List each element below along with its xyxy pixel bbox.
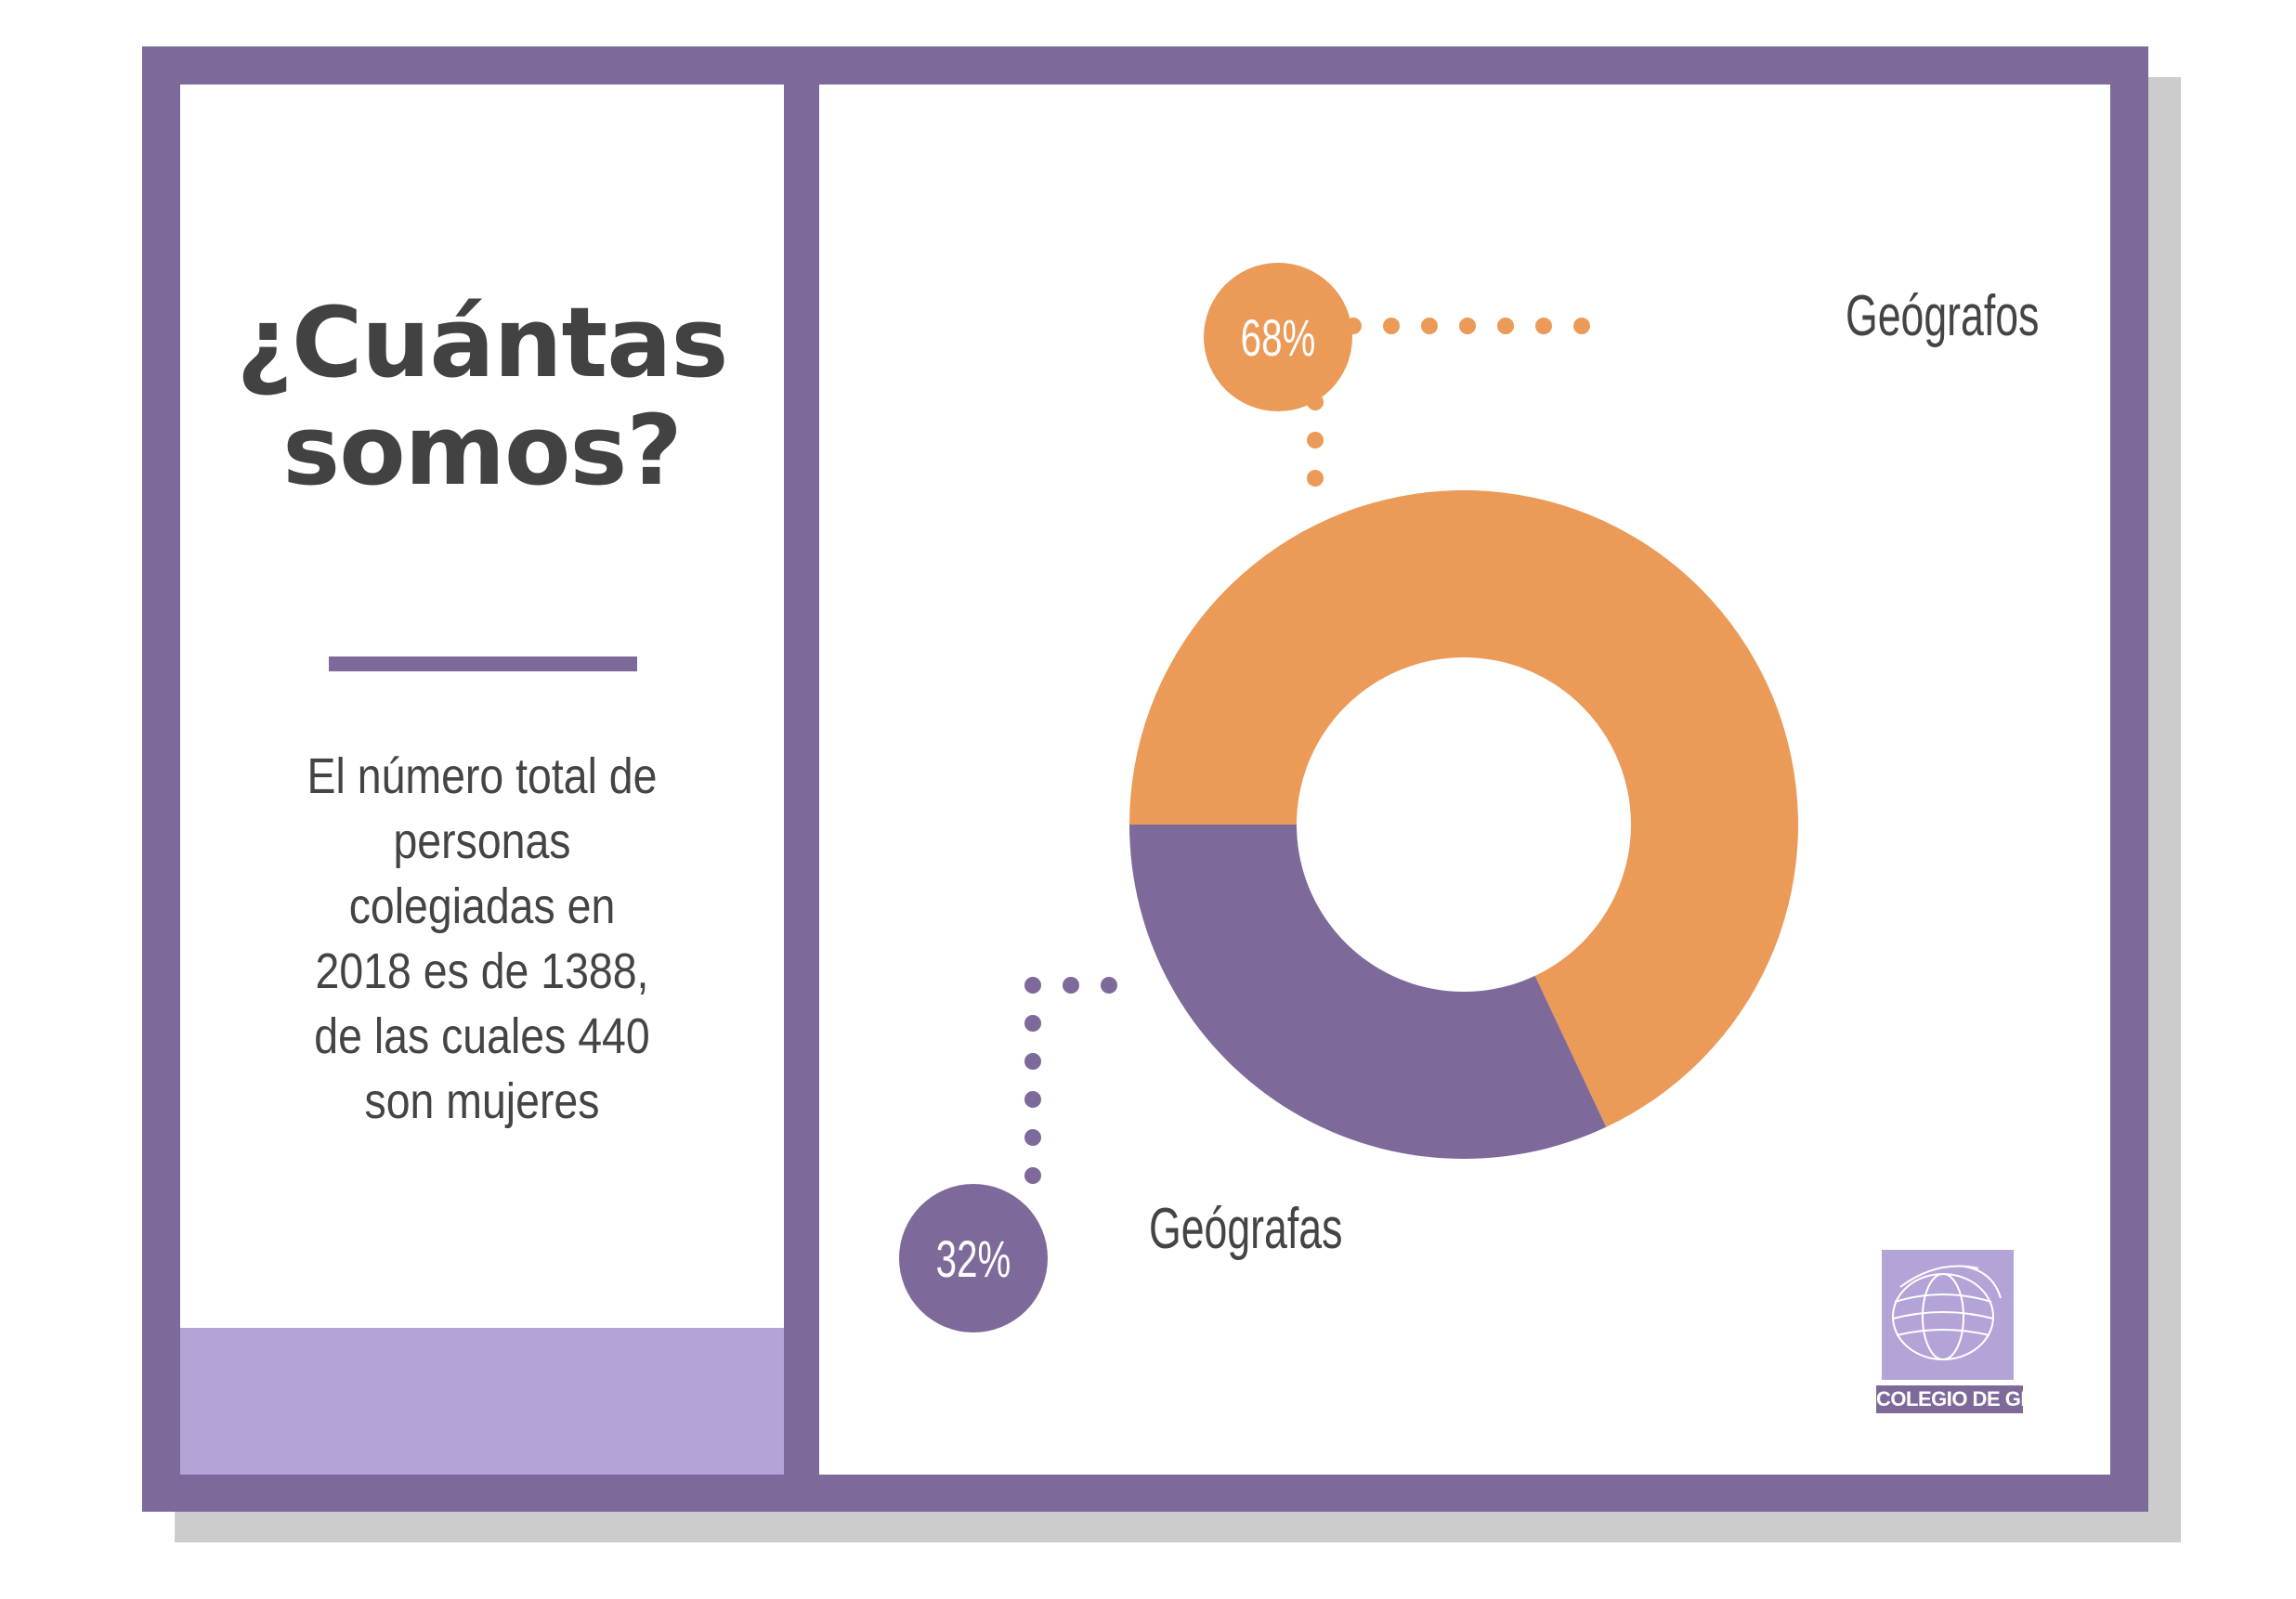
description-line: El número total de: [307, 748, 658, 804]
description-line: son mujeres: [364, 1073, 600, 1129]
description-line: de las cuales 440: [314, 1008, 650, 1064]
category-label: Geógrafas: [1149, 1197, 1342, 1261]
donut-slice-1: [1129, 825, 1607, 1160]
callout-dot: [1459, 318, 1476, 334]
value-label: 32%: [936, 1231, 1011, 1289]
callout-dot: [1024, 977, 1041, 994]
title-line-1: ¿Cuántas: [236, 286, 729, 399]
infographic-frame: ¿Cuántas somos? El número total de perso…: [142, 46, 2148, 1512]
callout-dot: [1101, 977, 1117, 994]
callout-dot: [1497, 318, 1514, 334]
callout-dot: [1573, 318, 1590, 334]
left-panel: ¿Cuántas somos? El número total de perso…: [180, 84, 784, 1475]
value-bubble: [1204, 263, 1352, 411]
donut-slice-0: [1129, 490, 1798, 1127]
description-line: colegiadas en: [348, 878, 616, 934]
donut-chart: 68% Geógrafos 32% Geógrafas: [899, 263, 2039, 1332]
chart-panel: 68% Geógrafos 32% Geógrafas COLEGIO DE GEÓG…: [819, 84, 2110, 1475]
title-line-2: somos?: [282, 394, 682, 508]
value-label: 68%: [1241, 310, 1316, 368]
description-line: personas: [393, 813, 571, 869]
category-label: Geógrafos: [1846, 284, 2039, 348]
callout-dot: [1535, 318, 1552, 334]
page-title: ¿Cuántas somos?: [180, 289, 784, 505]
title-divider: [329, 656, 637, 671]
callout-dot: [1024, 1091, 1041, 1108]
logo-text: COLEGIO DE GEÓGRAFOS: [1876, 1385, 2023, 1413]
callout-dot: [1024, 1015, 1041, 1032]
globe-icon: [1882, 1250, 2014, 1380]
callout-dot: [1307, 470, 1324, 487]
description-line: 2018 es de 1388,: [315, 943, 649, 999]
callout-dot: [1383, 318, 1400, 334]
callout-dot: [1421, 318, 1438, 334]
callout-dot: [1024, 1129, 1041, 1146]
callout-dot: [1307, 432, 1324, 448]
callout-dot: [1063, 977, 1079, 994]
value-bubble: [899, 1184, 1048, 1332]
callout-dot: [1024, 1167, 1041, 1184]
callout-dot: [1024, 1053, 1041, 1070]
left-footer-band: [180, 1328, 784, 1475]
description-text: El número total de personas colegiadas e…: [286, 744, 677, 1134]
